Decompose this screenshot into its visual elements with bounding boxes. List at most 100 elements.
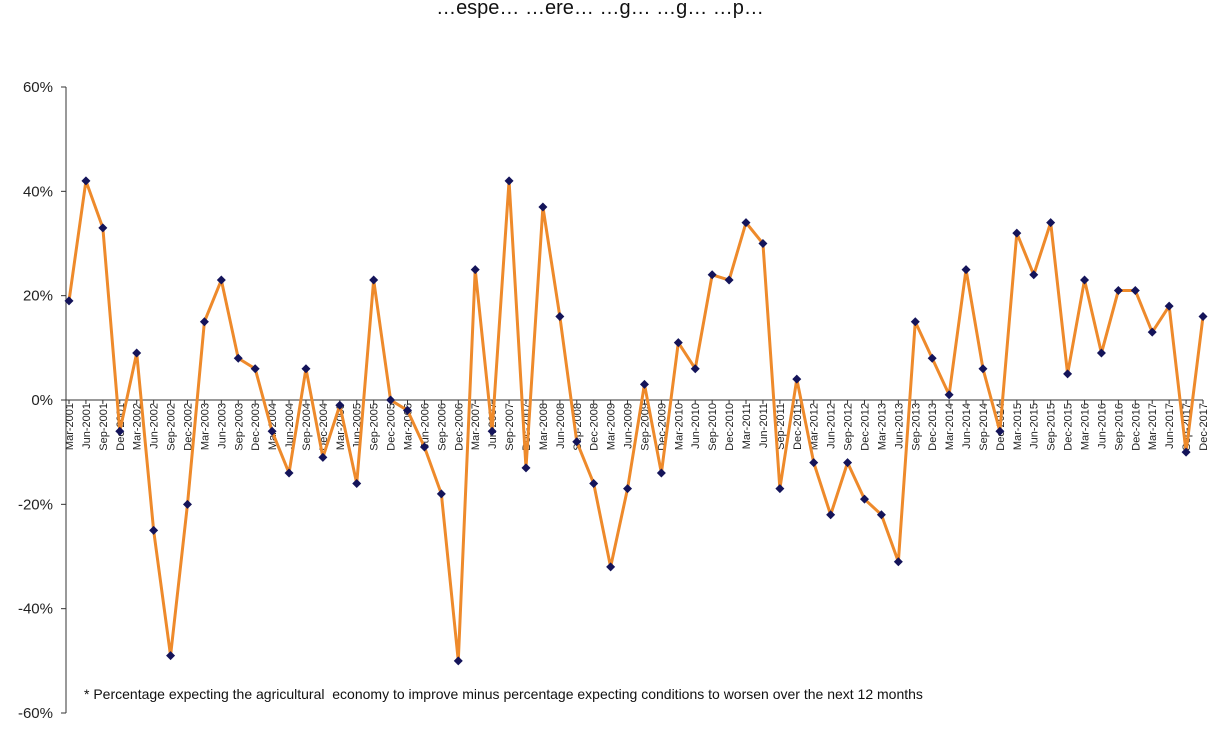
x-tick-label: Sep-2001	[98, 403, 110, 451]
data-point-marker	[504, 176, 514, 186]
data-point-marker	[182, 499, 192, 509]
data-point-marker	[1198, 312, 1208, 322]
x-tick-label: Mar-2011	[741, 403, 753, 449]
data-point-marker	[690, 364, 700, 374]
x-tick-label: Dec-2002	[182, 403, 194, 451]
data-point-marker	[995, 426, 1005, 436]
data-point-marker	[843, 458, 853, 468]
x-tick-label: Sep-2003	[233, 403, 245, 451]
x-tick-label: Mar-2016	[1080, 403, 1092, 450]
x-tick-label: Dec-2011	[792, 403, 804, 450]
data-point-marker	[1181, 447, 1191, 457]
x-tick-label: Jun-2014	[961, 403, 973, 449]
data-point-marker	[893, 557, 903, 567]
data-point-marker	[758, 239, 768, 248]
x-tick-label: Jun-2015	[1029, 403, 1041, 449]
data-point-marker	[250, 364, 260, 374]
x-tick-label: Mar-2014	[944, 403, 956, 450]
x-tick-label: Mar-2001	[64, 403, 76, 450]
y-axis-ticks: 60% 40% 20% 0% -20% -40% -60%	[18, 79, 66, 722]
data-point-marker	[436, 489, 446, 499]
data-point-marker	[961, 265, 971, 275]
data-point-marker	[927, 353, 937, 363]
data-point-marker	[1046, 218, 1056, 228]
data-point-marker	[606, 562, 616, 572]
y-tick-label: -20%	[18, 496, 53, 513]
x-tick-label: Mar-2015	[1012, 403, 1024, 450]
data-point-marker	[1130, 285, 1140, 295]
data-point-marker	[978, 364, 988, 374]
x-tick-label: Mar-2008	[538, 403, 550, 450]
x-tick-label: Mar-2006	[403, 403, 415, 450]
data-point-marker	[369, 275, 379, 285]
x-tick-label: Jun-2004	[284, 403, 296, 449]
x-tick-label: Jun-2016	[1096, 403, 1108, 449]
data-point-marker	[538, 202, 548, 212]
data-point-marker	[98, 223, 108, 233]
data-point-marker	[318, 452, 328, 462]
data-point-marker	[149, 525, 159, 535]
data-point-marker	[166, 651, 176, 661]
x-tick-label: Jun-2008	[555, 403, 567, 449]
data-point-marker	[656, 468, 666, 478]
x-tick-label: Sep-2002	[166, 403, 178, 451]
data-point-marker	[589, 478, 599, 488]
data-point-marker	[199, 317, 209, 327]
series-markers	[64, 176, 1208, 666]
data-point-marker	[639, 379, 649, 389]
x-tick-label: Dec-2006	[453, 403, 465, 451]
y-tick-label: 40%	[23, 183, 53, 200]
x-tick-label: Mar-2017	[1147, 403, 1159, 450]
x-tick-label: Sep-2004	[301, 403, 313, 451]
data-point-marker	[1164, 301, 1174, 311]
data-point-marker	[470, 265, 480, 275]
data-point-marker	[910, 317, 920, 327]
axes	[65, 87, 1203, 713]
data-point-marker	[775, 484, 785, 494]
x-tick-label: Sep-2008	[572, 403, 584, 451]
x-tick-label: Sep-2012	[843, 403, 855, 451]
data-point-marker	[792, 374, 802, 384]
data-point-marker	[64, 296, 74, 306]
x-tick-label: Jun-2001	[81, 403, 93, 449]
data-point-marker	[572, 437, 582, 447]
x-tick-label: Dec-2016	[1130, 403, 1142, 451]
data-point-marker	[826, 510, 836, 520]
x-tick-label: Jun-2002	[149, 403, 161, 449]
x-tick-label: Dec-2017	[1198, 403, 1210, 451]
data-point-marker	[1096, 348, 1106, 358]
data-point-marker	[1147, 327, 1157, 337]
data-point-marker	[521, 463, 531, 473]
x-tick-label: Sep-2014	[978, 403, 990, 451]
x-tick-label: Dec-2003	[250, 403, 262, 451]
data-point-marker	[419, 442, 429, 452]
x-tick-label: Sep-2016	[1113, 403, 1125, 451]
y-tick-label: -60%	[18, 705, 53, 722]
data-point-marker	[1029, 270, 1039, 280]
x-tick-label: Mar-2013	[876, 403, 888, 450]
data-point-marker	[673, 338, 683, 348]
data-point-marker	[301, 364, 311, 374]
data-point-marker	[859, 494, 869, 504]
data-point-marker	[352, 478, 362, 488]
x-tick-label: Mar-2010	[673, 403, 685, 450]
x-tick-label: Sep-2009	[639, 403, 651, 451]
x-tick-label: Sep-2013	[910, 403, 922, 451]
x-tick-label: Dec-2012	[859, 403, 871, 451]
chart-title: …espe… …ere… …g… …g… …p…	[436, 0, 764, 19]
data-point-marker	[403, 405, 413, 415]
y-tick-label: 0%	[31, 392, 53, 409]
data-point-marker	[267, 426, 277, 436]
data-point-marker	[1012, 228, 1022, 238]
footnote: * Percentage expecting the agricultural …	[84, 686, 923, 702]
x-tick-label: Dec-2015	[1063, 403, 1075, 451]
x-tick-label: Dec-2008	[589, 403, 601, 451]
x-tick-label: Mar-2009	[606, 403, 618, 450]
data-point-marker	[386, 395, 396, 405]
x-tick-label: Mar-2003	[199, 403, 211, 450]
x-tick-label: Dec-2004	[318, 403, 330, 451]
data-point-marker	[1080, 275, 1090, 285]
x-tick-label: Dec-2013	[927, 403, 939, 451]
x-tick-label: Jun-2003	[216, 403, 228, 449]
